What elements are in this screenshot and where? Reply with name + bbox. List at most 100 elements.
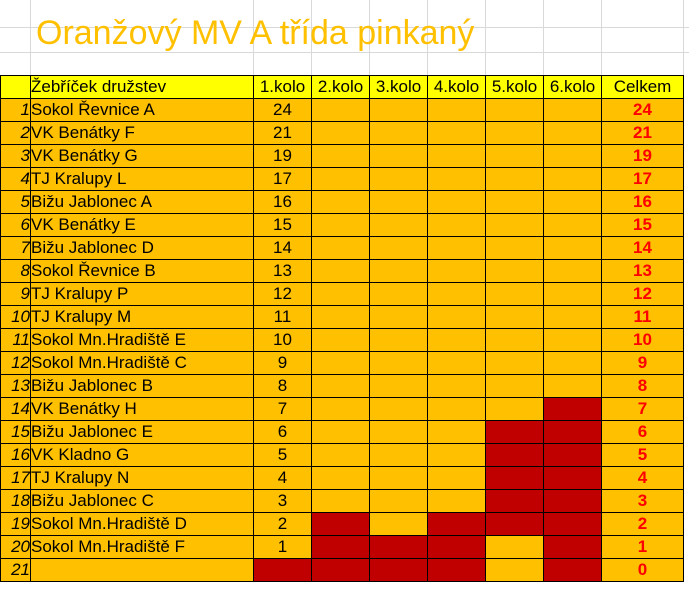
round-3-cell[interactable] bbox=[369, 374, 428, 398]
round-4-cell[interactable] bbox=[427, 236, 486, 260]
total-points-cell[interactable]: 9 bbox=[601, 351, 684, 375]
round-6-cell[interactable] bbox=[543, 190, 602, 214]
round-4-cell[interactable] bbox=[427, 167, 486, 191]
row-number[interactable]: 9 bbox=[0, 282, 31, 306]
round-3-cell[interactable] bbox=[369, 282, 428, 306]
round-6-cell[interactable] bbox=[543, 466, 602, 490]
total-points-cell[interactable]: 14 bbox=[601, 236, 684, 260]
round-5-cell[interactable] bbox=[485, 397, 544, 421]
round-1-cell[interactable]: 21 bbox=[253, 121, 312, 145]
round-2-header[interactable]: 2.kolo bbox=[311, 75, 370, 99]
round-2-cell[interactable] bbox=[311, 98, 370, 122]
round-4-cell[interactable] bbox=[427, 374, 486, 398]
team-name-cell[interactable]: Bižu Jablonec B bbox=[30, 374, 254, 398]
round-4-cell[interactable] bbox=[427, 144, 486, 168]
round-3-cell[interactable] bbox=[369, 213, 428, 237]
team-column-header[interactable]: Žebříček družstev bbox=[30, 75, 254, 99]
row-number[interactable]: 16 bbox=[0, 443, 31, 467]
team-name-cell[interactable]: VK Kladno G bbox=[30, 443, 254, 467]
round-5-cell[interactable] bbox=[485, 443, 544, 467]
round-3-header[interactable]: 3.kolo bbox=[369, 75, 428, 99]
round-4-cell[interactable] bbox=[427, 397, 486, 421]
total-points-cell[interactable]: 2 bbox=[601, 512, 684, 536]
row-number[interactable]: 17 bbox=[0, 466, 31, 490]
round-4-cell[interactable] bbox=[427, 558, 486, 582]
team-name-cell[interactable]: Sokol Řevnice B bbox=[30, 259, 254, 283]
round-1-cell[interactable]: 11 bbox=[253, 305, 312, 329]
round-2-cell[interactable] bbox=[311, 305, 370, 329]
round-3-cell[interactable] bbox=[369, 420, 428, 444]
round-2-cell[interactable] bbox=[311, 190, 370, 214]
round-6-cell[interactable] bbox=[543, 121, 602, 145]
round-4-cell[interactable] bbox=[427, 443, 486, 467]
round-5-cell[interactable] bbox=[485, 535, 544, 559]
round-6-cell[interactable] bbox=[543, 98, 602, 122]
round-2-cell[interactable] bbox=[311, 236, 370, 260]
round-3-cell[interactable] bbox=[369, 351, 428, 375]
round-5-cell[interactable] bbox=[485, 305, 544, 329]
team-name-cell[interactable]: TJ Kralupy N bbox=[30, 466, 254, 490]
round-1-cell[interactable]: 24 bbox=[253, 98, 312, 122]
round-5-cell[interactable] bbox=[485, 420, 544, 444]
round-4-cell[interactable] bbox=[427, 259, 486, 283]
round-6-cell[interactable] bbox=[543, 144, 602, 168]
round-1-cell[interactable]: 9 bbox=[253, 351, 312, 375]
round-5-cell[interactable] bbox=[485, 259, 544, 283]
round-2-cell[interactable] bbox=[311, 397, 370, 421]
row-number[interactable]: 6 bbox=[0, 213, 31, 237]
round-2-cell[interactable] bbox=[311, 512, 370, 536]
round-1-cell[interactable]: 12 bbox=[253, 282, 312, 306]
row-number[interactable]: 20 bbox=[0, 535, 31, 559]
round-6-cell[interactable] bbox=[543, 558, 602, 582]
round-2-cell[interactable] bbox=[311, 167, 370, 191]
team-name-cell[interactable]: Sokol Mn.Hradiště E bbox=[30, 328, 254, 352]
round-6-cell[interactable] bbox=[543, 443, 602, 467]
round-5-cell[interactable] bbox=[485, 351, 544, 375]
round-4-cell[interactable] bbox=[427, 98, 486, 122]
team-name-cell[interactable]: VK Benátky F bbox=[30, 121, 254, 145]
round-2-cell[interactable] bbox=[311, 213, 370, 237]
row-number[interactable]: 15 bbox=[0, 420, 31, 444]
round-1-cell[interactable]: 8 bbox=[253, 374, 312, 398]
row-number[interactable]: 18 bbox=[0, 489, 31, 513]
round-4-header[interactable]: 4.kolo bbox=[427, 75, 486, 99]
round-2-cell[interactable] bbox=[311, 121, 370, 145]
round-2-cell[interactable] bbox=[311, 328, 370, 352]
total-points-cell[interactable]: 0 bbox=[601, 558, 684, 582]
round-1-header[interactable]: 1.kolo bbox=[253, 75, 312, 99]
round-1-cell[interactable]: 17 bbox=[253, 167, 312, 191]
round-2-cell[interactable] bbox=[311, 351, 370, 375]
team-name-cell[interactable]: TJ Kralupy L bbox=[30, 167, 254, 191]
round-4-cell[interactable] bbox=[427, 420, 486, 444]
team-name-cell[interactable]: VK Benátky H bbox=[30, 397, 254, 421]
row-number[interactable]: 4 bbox=[0, 167, 31, 191]
round-5-cell[interactable] bbox=[485, 374, 544, 398]
row-number[interactable]: 7 bbox=[0, 236, 31, 260]
round-4-cell[interactable] bbox=[427, 121, 486, 145]
round-2-cell[interactable] bbox=[311, 558, 370, 582]
round-4-cell[interactable] bbox=[427, 213, 486, 237]
round-5-cell[interactable] bbox=[485, 167, 544, 191]
round-6-header[interactable]: 6.kolo bbox=[543, 75, 602, 99]
round-3-cell[interactable] bbox=[369, 98, 428, 122]
round-4-cell[interactable] bbox=[427, 282, 486, 306]
team-name-cell[interactable]: VK Benátky G bbox=[30, 144, 254, 168]
row-number[interactable]: 1 bbox=[0, 98, 31, 122]
total-column-header[interactable]: Celkem bbox=[601, 75, 684, 99]
round-5-cell[interactable] bbox=[485, 190, 544, 214]
row-number[interactable]: 3 bbox=[0, 144, 31, 168]
team-name-cell[interactable]: Sokol Mn.Hradiště D bbox=[30, 512, 254, 536]
team-name-cell[interactable]: TJ Kralupy M bbox=[30, 305, 254, 329]
round-3-cell[interactable] bbox=[369, 328, 428, 352]
round-2-cell[interactable] bbox=[311, 420, 370, 444]
round-1-cell[interactable]: 13 bbox=[253, 259, 312, 283]
row-number[interactable]: 13 bbox=[0, 374, 31, 398]
round-3-cell[interactable] bbox=[369, 167, 428, 191]
round-1-cell[interactable]: 14 bbox=[253, 236, 312, 260]
round-6-cell[interactable] bbox=[543, 282, 602, 306]
round-5-cell[interactable] bbox=[485, 98, 544, 122]
round-2-cell[interactable] bbox=[311, 489, 370, 513]
round-3-cell[interactable] bbox=[369, 535, 428, 559]
round-3-cell[interactable] bbox=[369, 512, 428, 536]
round-2-cell[interactable] bbox=[311, 535, 370, 559]
